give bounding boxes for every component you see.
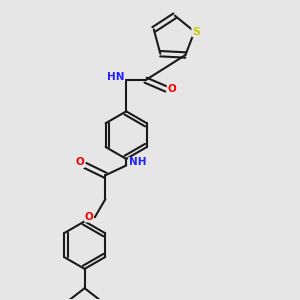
Text: S: S bbox=[192, 26, 200, 37]
Text: O: O bbox=[85, 212, 93, 222]
Text: O: O bbox=[76, 158, 84, 167]
Text: NH: NH bbox=[129, 158, 146, 167]
Text: HN: HN bbox=[107, 72, 124, 82]
Text: O: O bbox=[167, 84, 176, 94]
